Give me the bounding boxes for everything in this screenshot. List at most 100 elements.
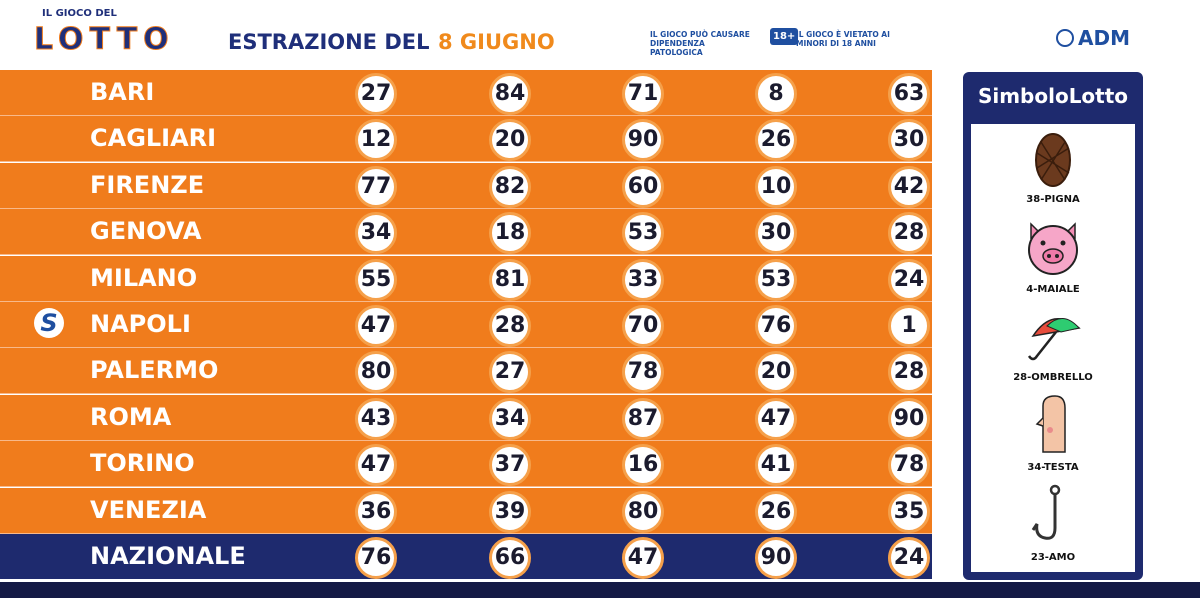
drawn-number: 20 (489, 119, 531, 162)
result-row: S NAPOLI 47 28 70 76 1 (0, 302, 932, 348)
drawn-number: 12 (355, 119, 397, 162)
drawn-number: 76 (755, 305, 797, 347)
drawn-number: 90 (755, 537, 797, 579)
symbol-label: 4-MAIALE (1026, 284, 1080, 295)
drawn-number: 76 (355, 537, 397, 579)
drawn-number: 42 (888, 165, 930, 208)
drawn-number: 20 (755, 351, 797, 394)
drawn-number: 28 (489, 305, 531, 347)
drawn-number: 47 (355, 305, 397, 347)
icon-maiale (1028, 222, 1078, 275)
drawn-number: 34 (489, 397, 531, 440)
drawn-number: 10 (755, 165, 797, 208)
drawn-number: 60 (622, 165, 664, 208)
result-row: ROMA 43 34 87 47 90 (0, 394, 932, 441)
drawn-number: 81 (489, 258, 531, 301)
notice: IL GIOCO PUÒ CAUSARE DIPENDENZA PATOLOGI… (650, 30, 750, 57)
drawn-number: 77 (355, 165, 397, 208)
drawn-number: 66 (489, 537, 531, 579)
simbolotto-panel: SimboloLotto 38-PIGNA 4-MAIALE 28-OMBREL… (963, 72, 1143, 580)
drawn-number: 8 (755, 73, 797, 115)
city-name: BARI (90, 78, 155, 106)
drawn-number: 87 (622, 397, 664, 440)
drawn-number: 63 (888, 73, 930, 115)
result-row: CAGLIARI 12 20 90 26 30 (0, 116, 932, 163)
drawn-number: 80 (622, 490, 664, 533)
notice: IL GIOCO È VIETATO AI MINORI DI 18 ANNI (796, 30, 890, 48)
drawn-number: 1 (888, 305, 930, 347)
drawn-number: 41 (755, 444, 797, 487)
drawn-number: 47 (755, 397, 797, 440)
brand-logo: LOTTO (34, 22, 175, 58)
result-row: BARI 27 84 71 8 63 (0, 70, 932, 116)
panel-body: 38-PIGNA 4-MAIALE 28-OMBRELLO 34-TESTA 2… (971, 124, 1135, 572)
drawn-number: 82 (489, 165, 531, 208)
drawn-number: 24 (888, 537, 930, 579)
drawn-number: 53 (622, 212, 664, 255)
icon-ombrello (1027, 318, 1081, 361)
city-name: NAZIONALE (90, 542, 246, 570)
drawn-number: 90 (622, 119, 664, 162)
drawn-number: 47 (622, 537, 664, 579)
drawn-number: 78 (622, 351, 664, 394)
bottom-bar (0, 582, 1200, 598)
symbol-label: 23-AMO (1030, 552, 1076, 563)
drawn-number: 26 (755, 119, 797, 162)
drawn-number: 27 (355, 73, 397, 115)
result-row: PALERMO 80 27 78 20 28 (0, 348, 932, 395)
title: ESTRAZIONE DEL (228, 30, 430, 54)
result-row: MILANO 55 81 33 53 24 (0, 255, 932, 302)
drawn-number: 36 (355, 490, 397, 533)
city-name: MILANO (90, 263, 198, 292)
drawn-number: 47 (355, 444, 397, 487)
drawn-number: 30 (755, 212, 797, 255)
city-name: ROMA (90, 402, 172, 431)
result-row: FIRENZE 77 82 60 10 42 (0, 162, 932, 209)
city-name: CAGLIARI (90, 124, 217, 153)
seal (1056, 29, 1074, 47)
drawn-number: 39 (489, 490, 531, 533)
drawn-number: 55 (355, 258, 397, 301)
drawn-number: 18 (489, 212, 531, 255)
brand-small: IL GIOCO DEL (42, 8, 117, 19)
icon-testa (1035, 395, 1066, 453)
city-name: FIRENZE (90, 170, 205, 199)
simbolo-marker: S (34, 308, 64, 338)
drawn-number: 84 (489, 73, 531, 115)
drawn-number: 37 (489, 444, 531, 487)
city-name: PALERMO (90, 356, 219, 385)
drawn-number: 71 (622, 73, 664, 115)
drawn-number: 24 (888, 258, 930, 301)
drawn-number: 43 (355, 397, 397, 440)
city-name: NAPOLI (90, 310, 191, 338)
drawn-number: 70 (622, 305, 664, 347)
drawn-number: 28 (888, 351, 930, 394)
date: 8 GIUGNO (438, 30, 555, 54)
symbol-label: 28-OMBRELLO (1013, 372, 1093, 383)
drawn-number: 35 (888, 490, 930, 533)
result-row: TORINO 47 37 16 41 78 (0, 441, 932, 488)
drawn-number: 90 (888, 397, 930, 440)
symbol-label: 38-PIGNA (1026, 194, 1080, 205)
age-badge: 18+ (770, 28, 799, 45)
drawn-number: 16 (622, 444, 664, 487)
city-name: GENOVA (90, 217, 202, 246)
drawn-number: 34 (355, 212, 397, 255)
symbol-label: 34-TESTA (1027, 462, 1079, 473)
results-table: BARI 27 84 71 8 63 CAGLIARI 12 20 90 26 30 FIRENZE 77… (0, 70, 935, 582)
city-name: VENEZIA (90, 495, 207, 524)
drawn-number: 33 (622, 258, 664, 301)
drawn-number: 53 (755, 258, 797, 301)
icon-pigna (1035, 133, 1071, 187)
panel-title: SimboloLotto (977, 84, 1129, 108)
authority: ADM (1078, 26, 1130, 50)
drawn-number: 27 (489, 351, 531, 394)
result-row: NAZIONALE 76 66 47 90 24 (0, 534, 932, 579)
drawn-number: 26 (755, 490, 797, 533)
result-row: VENEZIA 36 39 80 26 35 (0, 487, 932, 534)
result-row: GENOVA 34 18 53 30 28 (0, 209, 932, 256)
city-name: TORINO (90, 449, 195, 478)
drawn-number: 80 (355, 351, 397, 394)
drawn-number: 28 (888, 212, 930, 255)
